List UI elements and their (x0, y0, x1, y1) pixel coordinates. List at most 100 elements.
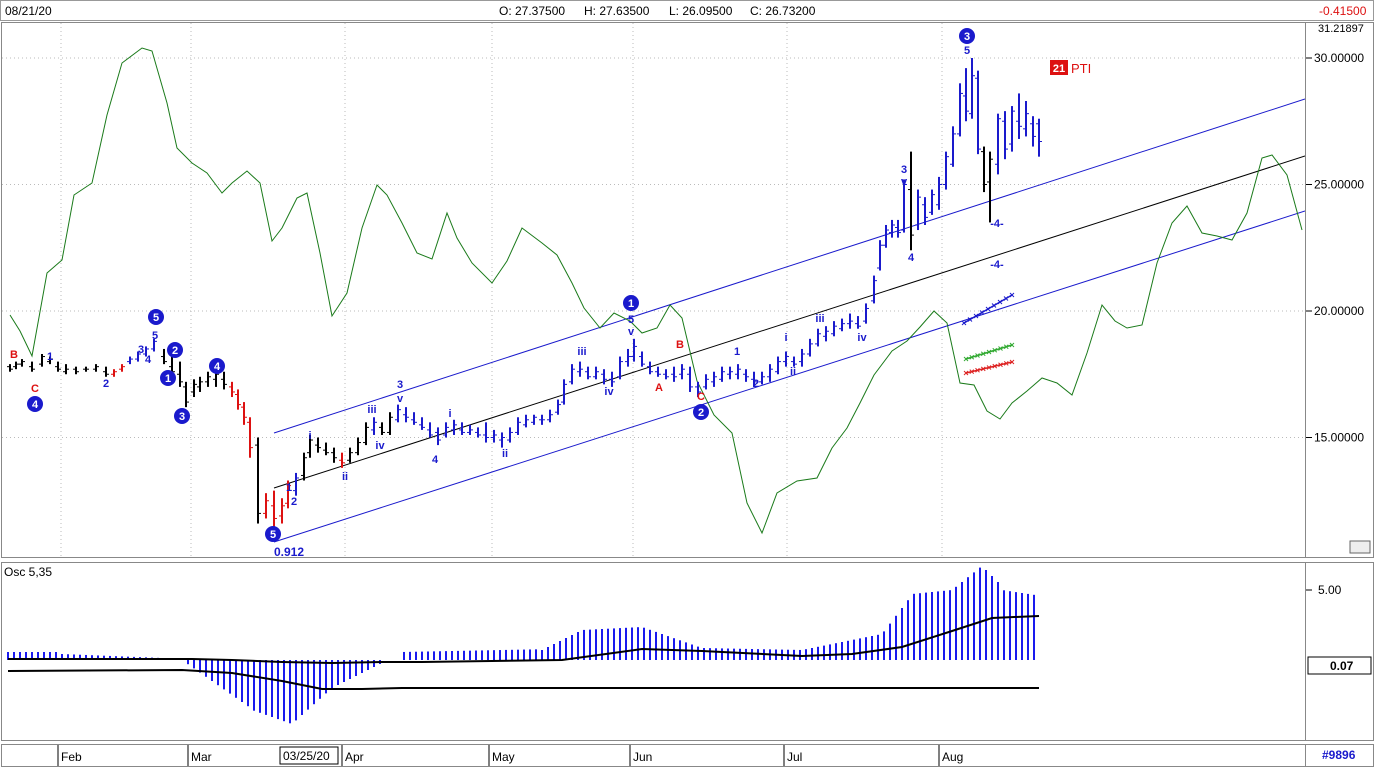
wave-circle (209, 358, 225, 374)
price-bar (743, 369, 749, 382)
projection-green-mark (986, 349, 992, 355)
projection-red-mark (992, 363, 998, 369)
price-bar (39, 354, 45, 367)
osc-trigger-line (7, 668, 1039, 690)
wave-label: C (31, 383, 39, 395)
price-bar (307, 434, 313, 458)
wave-circle-label: 2 (167, 342, 183, 358)
price-bar (347, 447, 353, 463)
price-bar (1002, 111, 1008, 160)
wave-label: 3 (138, 344, 144, 356)
wave-label: -4- (990, 259, 1004, 271)
price-bar (197, 376, 203, 392)
time-axis-scale: Feb Mar Apr May Jun Jul Aug 03/25/20 (57, 745, 963, 766)
wave-label: 1 (734, 346, 740, 358)
wave-label: 4 (908, 252, 915, 264)
price-bar (647, 361, 653, 375)
wave-label: v (901, 176, 908, 188)
price-bar (371, 417, 377, 435)
oscillator-panel[interactable]: Osc 5,35 (1, 562, 1306, 741)
price-bar (93, 364, 99, 372)
wave-label: B (676, 339, 684, 351)
price-bar (411, 412, 417, 425)
price-bar (427, 422, 433, 438)
price-bar (703, 374, 709, 390)
price-bar (73, 366, 79, 375)
price-bar (711, 371, 717, 387)
price-bar (679, 364, 685, 380)
price-bar (889, 219, 895, 238)
price-bar (55, 361, 61, 372)
wave-circle (27, 396, 43, 412)
price-bar (631, 338, 637, 362)
wave-label: 1 (47, 351, 53, 363)
price-bar (847, 313, 853, 329)
price-bar (83, 366, 89, 372)
wave-circle (174, 408, 190, 424)
projection-red-mark (1009, 359, 1015, 365)
price-panel[interactable]: 4 5 2 1 3 4 5 1 2 3 B C 1 2 3 4 5 1 2 i ii iii iv 3 v 4 i ii iii iv 5 v… (1, 22, 1306, 558)
price-bar (63, 364, 69, 375)
oscillator-chart[interactable]: Osc 5,35 (2, 563, 1305, 740)
price-bar (593, 366, 599, 380)
wave-label: i (784, 332, 787, 344)
price-bar (515, 417, 521, 435)
price-bar (103, 366, 109, 377)
price-bar (301, 452, 307, 481)
price-bar (151, 338, 157, 352)
projection-green-mark (992, 347, 998, 353)
price-bar (507, 427, 513, 443)
price-bar (475, 427, 481, 438)
price-bar (831, 321, 837, 337)
price-bar (561, 379, 567, 405)
wave-circle-text: 5 (153, 312, 159, 324)
price-bar (1016, 93, 1022, 139)
price-bar (29, 361, 35, 372)
price-bar (355, 437, 361, 456)
price-bar (483, 422, 489, 443)
wave-label: 4 (432, 454, 439, 466)
wave-circle-text: 5 (270, 529, 276, 541)
price-bar (221, 371, 227, 390)
price-bar (161, 348, 167, 365)
selected-date-box (279, 746, 339, 765)
price-bar (247, 417, 253, 458)
price-bar (751, 371, 757, 387)
price-tick-label: 25.00000 (1314, 178, 1364, 192)
wave-label: iii (367, 404, 376, 416)
wave-label: 5 (628, 314, 634, 326)
wave-circle-text: 3 (179, 411, 185, 423)
projection-green (963, 342, 1015, 362)
projection-red (963, 359, 1015, 376)
price-bar (395, 404, 401, 423)
wave-circle-label: 1 (623, 295, 639, 311)
price-bar (539, 414, 545, 425)
wave-label: v (397, 393, 404, 405)
price-bar (727, 366, 733, 380)
projection-green-mark (998, 346, 1003, 351)
projection-blue-mark (991, 303, 997, 308)
price-bar (279, 498, 285, 524)
wave-circle (167, 342, 183, 358)
price-bar (655, 366, 661, 377)
wave-label: 2 (753, 378, 759, 390)
wave-label: iii (815, 313, 824, 325)
price-bar (315, 437, 321, 453)
wave-label: i (448, 408, 451, 420)
projection-red-mark (975, 367, 980, 373)
price-bar (601, 369, 607, 385)
price-bar (957, 83, 963, 137)
projection-blue-mark (1003, 296, 1009, 301)
wave-label: v (628, 326, 635, 338)
price-bar (995, 113, 1001, 175)
indicator-line (9, 47, 1303, 535)
price-bar (177, 361, 183, 387)
wave-label: C (697, 391, 705, 403)
price-bar (547, 409, 553, 423)
price-chart[interactable]: 4521345123BC1234512iiiiiiiv3v4iiiiiiiv5v… (2, 23, 1305, 557)
wave-label: ii (790, 366, 796, 378)
projection-red-mark (1003, 361, 1009, 366)
month-label-may: May (492, 750, 515, 764)
osc-tick-5: 5.00 (1318, 583, 1342, 597)
price-bar (609, 371, 615, 387)
